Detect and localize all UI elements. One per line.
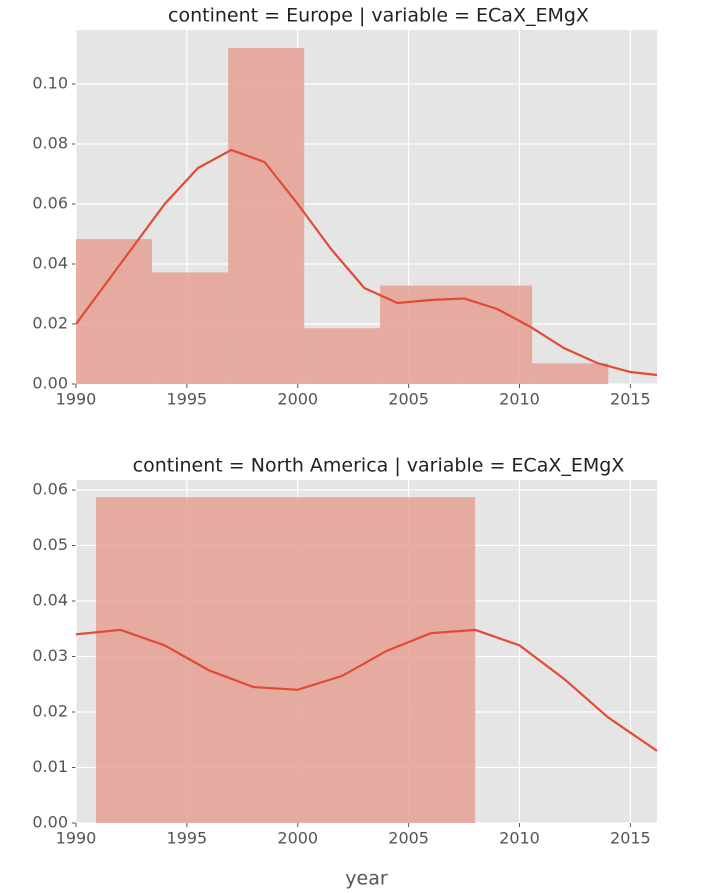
y-tick-label: 0.03	[32, 646, 68, 665]
x-tick-label: 2005	[388, 390, 429, 409]
y-tick-label: 0.10	[32, 74, 68, 93]
x-tick-label: 1995	[167, 829, 208, 848]
x-tick-label: 1990	[56, 390, 97, 409]
chart-title: continent = North America | variable = E…	[133, 455, 625, 477]
x-axis-label: year	[345, 868, 388, 890]
x-tick-label: 2015	[610, 829, 651, 848]
x-tick-label: 2005	[388, 829, 429, 848]
x-tick-label: 2010	[499, 829, 540, 848]
x-tick-label: 2000	[277, 390, 318, 409]
y-tick-label: 0.04	[32, 590, 68, 609]
histogram-bar	[228, 48, 305, 384]
histogram-bar	[456, 285, 533, 384]
y-tick-label: 0.02	[32, 314, 68, 333]
y-tick-label: 0.04	[32, 254, 68, 273]
histogram-bar	[152, 272, 229, 384]
x-tick-label: 2000	[277, 829, 318, 848]
x-tick-label: 1995	[167, 390, 208, 409]
y-tick-label: 0.06	[32, 194, 68, 213]
histogram-bar	[304, 328, 381, 384]
y-tick-label: 0.00	[32, 813, 68, 832]
y-tick-label: 0.00	[32, 374, 68, 393]
y-tick-label: 0.01	[32, 757, 68, 776]
y-tick-label: 0.08	[32, 134, 68, 153]
x-tick-label: 2010	[499, 390, 540, 409]
histogram-bar	[76, 239, 153, 384]
y-tick-label: 0.02	[32, 701, 68, 720]
x-tick-label: 1990	[56, 829, 97, 848]
y-tick-label: 0.06	[32, 479, 68, 498]
histogram-bar	[532, 363, 609, 384]
kde-line	[75, 628, 658, 752]
kde-line	[75, 148, 658, 377]
y-tick-label: 0.05	[32, 535, 68, 554]
chart-title: continent = Europe | variable = ECaX_EMg…	[168, 5, 589, 27]
histogram-bar	[95, 497, 476, 823]
x-tick-label: 2015	[610, 390, 651, 409]
